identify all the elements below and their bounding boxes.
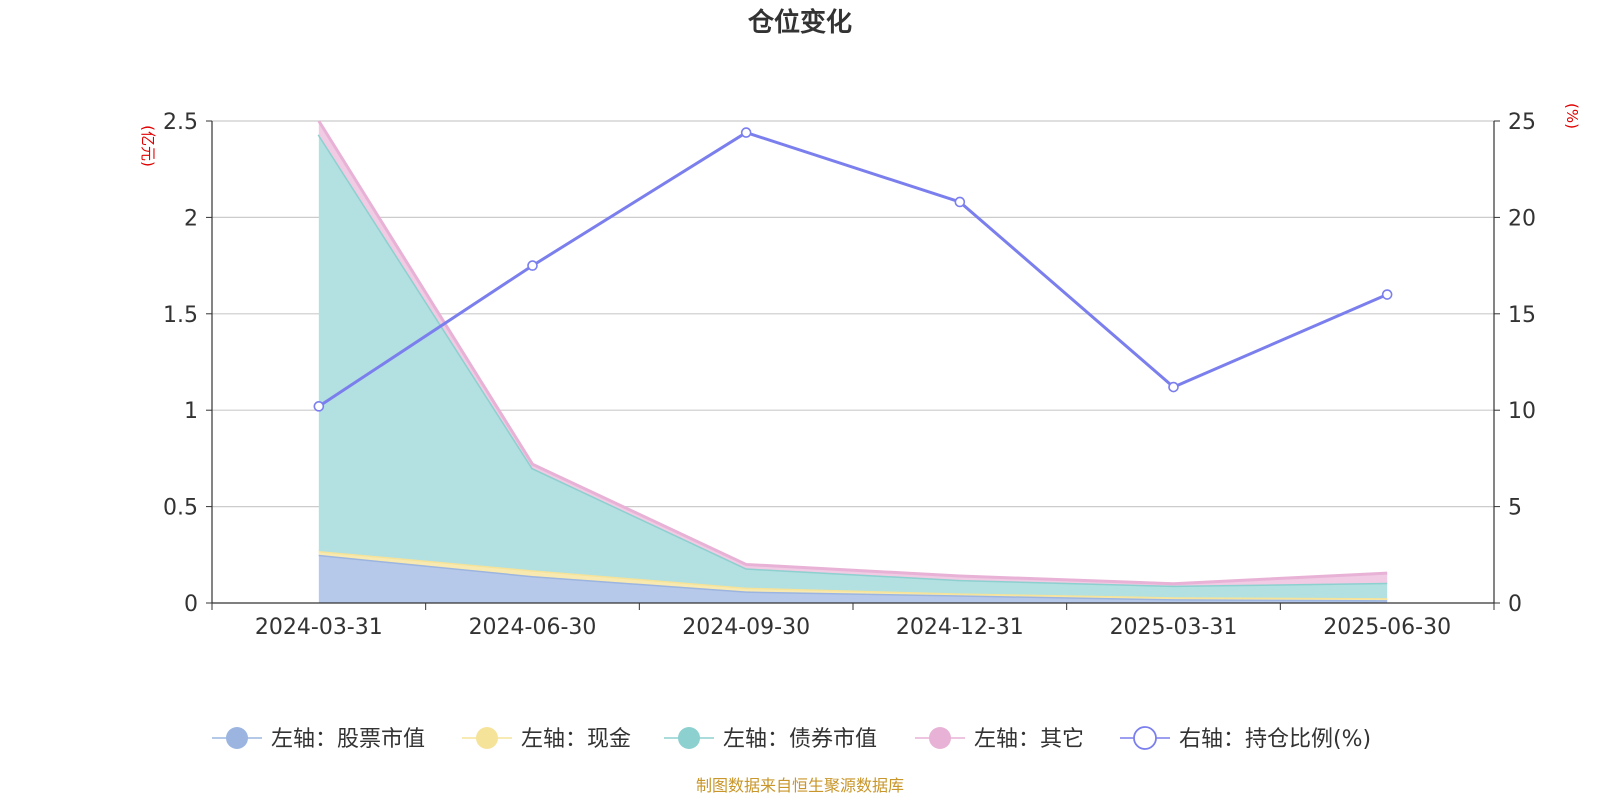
left-tick-label: 0.5: [163, 496, 198, 521]
legend-marker: [226, 727, 248, 749]
area-edge-line: [317, 120, 1388, 586]
line-point: [313, 401, 325, 412]
right-tick-label: 15: [1508, 303, 1536, 328]
area-series: [317, 120, 1388, 603]
area-fill: [318, 554, 1388, 603]
left-tick-label: 2: [184, 206, 198, 231]
legend-item: 右轴：持仓比例(%): [1120, 726, 1371, 752]
x-tick-label: 2024-03-31: [255, 615, 383, 640]
source-note: 制图数据来自恒生聚源数据库: [696, 776, 904, 795]
chart-title: 仓位变化: [747, 7, 852, 38]
area-fill: [318, 134, 1388, 599]
left-axis-label: (亿元): [139, 125, 157, 167]
right-tick-label: 5: [1508, 496, 1522, 521]
axes: 0 0.5 1 1.5 2 2.5 0 5 10 15 20 25 2024-03-31 2024-06-…: [163, 110, 1536, 640]
line-point: [740, 127, 752, 138]
line-point: [527, 260, 538, 271]
left-tick-label: 1.5: [163, 303, 198, 328]
x-tick-label: 2024-06-30: [469, 615, 597, 640]
legend-label: 左轴：其它: [974, 727, 1084, 752]
left-tick-label: 0: [184, 592, 198, 617]
legend-label: 左轴：股票市值: [271, 727, 425, 752]
legend-marker: [476, 727, 498, 749]
right-tick-label: 0: [1508, 592, 1522, 617]
legend-label: 左轴：现金: [521, 727, 631, 752]
right-axis-label: (%): [1563, 103, 1581, 129]
right-tick-label: 25: [1508, 110, 1536, 135]
x-tick-label: 2024-12-31: [896, 615, 1024, 640]
legend-marker: [678, 727, 700, 749]
line-series: [313, 127, 1393, 412]
left-tick-label: 2.5: [163, 110, 198, 135]
legend-item: 左轴：股票市值: [212, 727, 425, 752]
legend-marker: [1133, 726, 1157, 750]
line-point: [1168, 381, 1179, 393]
line-series-path: [318, 131, 1388, 408]
x-tick-label: 2024-09-30: [682, 615, 810, 640]
right-tick-label: 10: [1508, 399, 1536, 424]
legend-item: 左轴：债券市值: [664, 727, 877, 752]
x-tick-label: 2025-03-31: [1110, 615, 1238, 640]
legend-marker: [929, 727, 951, 749]
area-fill: [318, 550, 1388, 601]
line-point: [954, 196, 966, 208]
legend-item: 左轴：现金: [462, 727, 631, 752]
right-tick-label: 20: [1508, 206, 1536, 231]
x-tick-label: 2025-06-30: [1323, 615, 1451, 640]
legend-label: 右轴：持仓比例(%): [1179, 727, 1371, 752]
left-tick-label: 1: [184, 399, 198, 424]
legend: 左轴：股票市值 左轴：现金 左轴：债券市值 左轴：其它 右轴：持仓比例(%): [212, 726, 1371, 752]
legend-item: 左轴：其它: [915, 727, 1084, 752]
line-point: [1381, 289, 1393, 300]
legend-label: 左轴：债券市值: [723, 727, 877, 752]
